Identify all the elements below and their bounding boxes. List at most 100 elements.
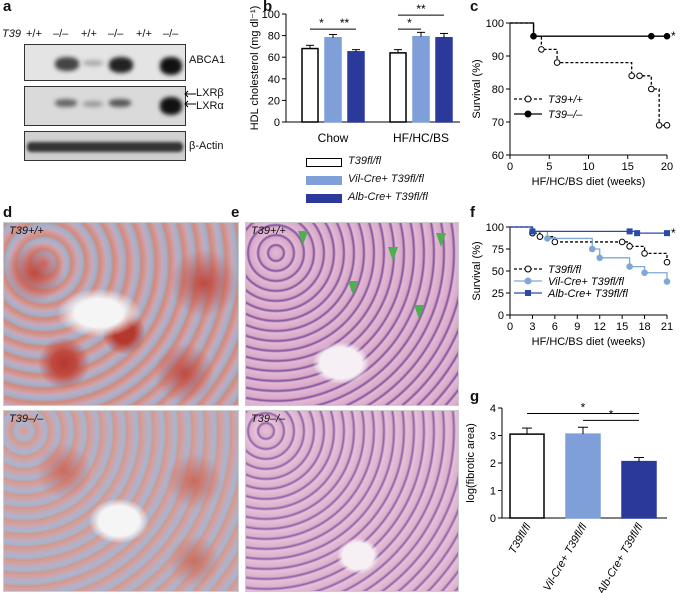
legend-marker xyxy=(524,95,532,103)
data-point xyxy=(663,32,671,40)
y-tick-label: 100 xyxy=(262,9,280,21)
oil-red-o-wt-image: T39+/+ xyxy=(3,222,239,406)
legend-marker xyxy=(525,290,531,296)
genotype-row-label: T39 xyxy=(2,28,21,40)
he-ko-image: T39–/– xyxy=(245,410,459,592)
data-point xyxy=(648,32,655,40)
data-point xyxy=(536,233,544,240)
lxra-label: LXRα xyxy=(196,100,224,112)
bar xyxy=(412,35,430,123)
data-point xyxy=(553,59,561,66)
legend-label: Vil-Cre+ T39fl/fl xyxy=(548,276,624,288)
significance-star: * xyxy=(671,226,676,240)
bar xyxy=(435,37,453,123)
data-point xyxy=(648,85,655,93)
data-point xyxy=(634,230,641,237)
y-tick-label: 1 xyxy=(490,486,496,498)
sig-label: * xyxy=(609,407,614,421)
panel-b-legend: T39fl/fl Vil-Cre+ T39fl/fl Alb-Cre+ T39f… xyxy=(306,155,486,215)
x-tick-label: Chow xyxy=(318,131,349,145)
x-tick-label: HF/HC/BS xyxy=(393,131,449,145)
y-tick-label: 3 xyxy=(490,431,496,443)
oil-red-o-ko-image: T39–/– xyxy=(3,410,239,592)
y-axis-label: Survival (%) xyxy=(471,59,483,118)
x-tick-label: 0 xyxy=(507,321,513,333)
legend-label: T39–/– xyxy=(548,109,583,121)
y-tick-label: 2 xyxy=(490,458,496,470)
actin-label: β-Actin xyxy=(189,140,224,152)
genotype-2: –/– xyxy=(53,28,69,40)
panel-e-top-label: T39+/+ xyxy=(251,225,286,237)
legend-label: T39fl/fl xyxy=(548,264,582,276)
band-arrows xyxy=(184,90,196,108)
x-tick-label: Alb-Cre+ T39fl/fl xyxy=(595,521,646,593)
legend-swatch-alb xyxy=(306,194,342,203)
genotype-5: +/+ xyxy=(136,28,152,40)
data-point xyxy=(641,250,648,257)
bar xyxy=(389,52,407,123)
x-tick-label: 12 xyxy=(594,321,606,333)
x-tick-label: 0 xyxy=(507,161,513,173)
data-point xyxy=(530,32,537,40)
data-point xyxy=(664,230,670,237)
legend-marker xyxy=(524,110,532,118)
bar xyxy=(324,37,342,123)
genotype-header: +/+ –/– +/+ –/– +/+ –/– xyxy=(24,28,184,42)
sig-label: * xyxy=(319,16,324,30)
legend-marker xyxy=(524,265,532,273)
x-tick-label: 10 xyxy=(582,161,594,173)
data-point xyxy=(628,72,635,80)
sig-label: ** xyxy=(416,4,426,16)
y-tick-label: 0 xyxy=(498,310,504,322)
abca1-blot xyxy=(24,44,186,81)
y-axis-label: log(fibrotic area) xyxy=(465,423,477,502)
panel-e-label: e xyxy=(231,204,240,221)
data-point xyxy=(588,245,596,253)
lxr-blot xyxy=(24,86,186,126)
sig-label: ** xyxy=(340,16,350,30)
data-point xyxy=(663,278,671,285)
genotype-6: –/– xyxy=(163,28,179,40)
survival-chart-f: 0 25 50 75 100 0 3 6 9 12 15 18 21 HF/HC/BS diet (wee… xyxy=(471,222,676,348)
fibrosis-bar-chart: 0 1 2 3 4 log(fibrotic area) T39fl/fl Vil-Cre+ … xyxy=(465,401,667,593)
data-point xyxy=(596,254,604,262)
bar xyxy=(621,460,657,519)
data-point xyxy=(655,122,663,129)
legend-marker xyxy=(524,277,532,285)
panel-g-label: g xyxy=(470,388,480,405)
survival-line xyxy=(510,22,667,126)
genotype-3: +/+ xyxy=(81,28,97,40)
bar xyxy=(347,51,365,123)
y-tick-label: 50 xyxy=(492,266,504,278)
panel-d-bottom-label: T39–/– xyxy=(9,413,44,425)
data-point xyxy=(641,269,648,277)
panel-b-label: b xyxy=(263,0,273,15)
x-tick-label: 18 xyxy=(638,321,650,333)
y-tick-label: 70 xyxy=(492,117,504,129)
legend-text-vil: Vil-Cre+ T39fl/fl xyxy=(348,173,424,185)
x-tick-label: 3 xyxy=(529,321,535,333)
x-axis-label: HF/HC/BS diet (weeks) xyxy=(532,176,646,188)
y-tick-label: 80 xyxy=(492,84,504,96)
data-point xyxy=(626,243,633,250)
x-tick-label: Vil-Cre+ T39fl/fl xyxy=(541,521,590,593)
data-point xyxy=(663,122,671,129)
legend-label: Alb-Cre+ T39fl/fl xyxy=(547,288,628,300)
data-point xyxy=(626,263,633,270)
y-tick-label: 100 xyxy=(486,222,504,234)
y-tick-label: 0 xyxy=(490,513,496,525)
genotype-1: +/+ xyxy=(26,28,42,40)
panel-e-bottom-label: T39–/– xyxy=(251,413,286,425)
data-point xyxy=(663,258,671,266)
x-tick-label: 5 xyxy=(546,161,552,173)
y-tick-label: 75 xyxy=(492,244,504,256)
data-point xyxy=(538,46,545,53)
data-point xyxy=(551,238,559,246)
legend-swatch-t39flfl xyxy=(306,158,342,167)
y-axis-label: HDL cholesterol (mg dl⁻¹) xyxy=(249,6,261,131)
panel-f-label: f xyxy=(470,204,475,221)
survival-chart-c: 60 70 80 90 100 0 5 10 15 20 HF/HC/BS diet (weeks)… xyxy=(471,18,676,188)
data-point xyxy=(544,235,551,242)
sig-label: * xyxy=(581,401,586,415)
